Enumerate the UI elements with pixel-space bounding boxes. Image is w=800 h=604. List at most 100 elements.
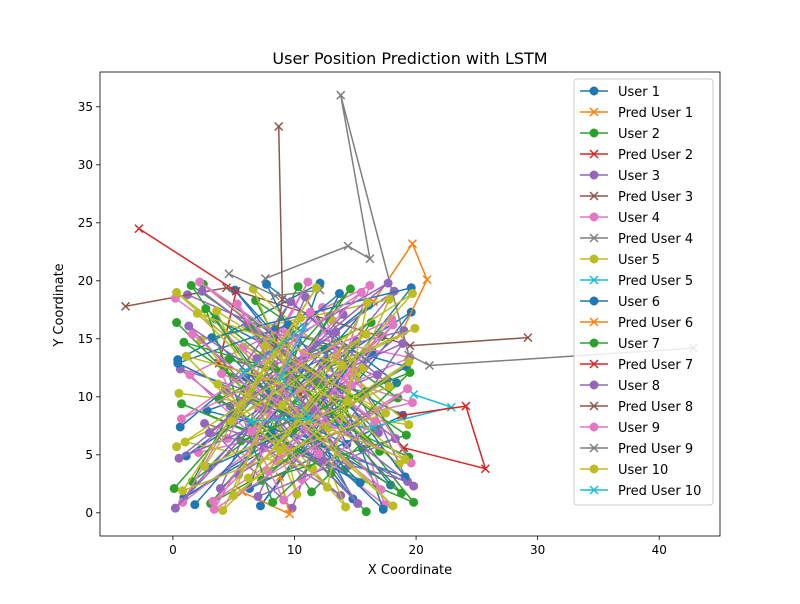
data-point (178, 497, 188, 507)
data-point (224, 269, 234, 279)
legend-label: Pred User 4 (618, 232, 693, 247)
legend-label: User 7 (618, 337, 660, 352)
data-point (296, 313, 306, 323)
legend-label: Pred User 2 (618, 148, 693, 163)
y-axis-label: Y Coordinate (52, 263, 67, 347)
data-point (334, 289, 344, 299)
data-point (407, 398, 417, 408)
data-point (404, 350, 414, 360)
data-point (381, 408, 391, 418)
data-point (201, 304, 211, 314)
legend: User 1 Pred User 1 User 2 Pred User 2 User 3… (573, 78, 714, 506)
data-point (204, 428, 214, 438)
legend-entry: User 2 (580, 127, 660, 142)
legend-marker (589, 422, 599, 432)
legend-label: User 4 (618, 211, 660, 226)
data-point (181, 351, 191, 361)
legend-entry: User 7 (580, 337, 660, 352)
legend-entry: Pred User 4 (580, 232, 693, 247)
data-point (405, 367, 415, 377)
data-point (356, 287, 366, 297)
legend-marker (589, 317, 599, 327)
data-point (353, 499, 363, 509)
x-axis-label: X Coordinate (368, 563, 452, 578)
series-user-10 (172, 283, 417, 511)
data-point (238, 367, 248, 377)
legend-entry: Pred User 3 (580, 190, 693, 205)
legend-label: User 5 (618, 253, 660, 268)
series-line (372, 242, 428, 336)
y-tick-label: 35 (78, 100, 93, 114)
legend-entry: Pred User 6 (580, 316, 693, 331)
data-point (218, 505, 228, 515)
legend-entry: Pred User 2 (580, 148, 693, 163)
data-point (480, 464, 490, 474)
data-point (446, 402, 456, 412)
data-point (404, 420, 414, 430)
data-point (215, 483, 225, 493)
data-point (285, 509, 295, 519)
series-pred-user-7 (396, 401, 490, 474)
legend-box (573, 78, 714, 506)
legend-entry: Pred User 5 (580, 274, 693, 289)
data-point (120, 301, 131, 311)
legend-entry: User 9 (580, 421, 660, 436)
data-point (187, 329, 197, 339)
data-point (176, 414, 186, 424)
data-point (362, 298, 372, 308)
data-point (343, 396, 353, 406)
data-point (299, 322, 309, 332)
legend-label: User 10 (618, 463, 668, 478)
legend-marker (589, 128, 599, 138)
legend-label: User 1 (618, 85, 660, 100)
legend-entry: User 5 (580, 253, 660, 268)
data-point (337, 360, 347, 370)
data-point (396, 488, 406, 498)
data-point (195, 277, 205, 287)
data-point (200, 418, 210, 428)
data-point (383, 278, 393, 288)
data-point (424, 360, 434, 371)
data-point (174, 453, 184, 463)
data-point (311, 283, 321, 293)
data-point (184, 321, 194, 331)
data-point (197, 286, 207, 296)
data-point (409, 481, 419, 491)
x-tick-label: 10 (287, 543, 302, 557)
y-tick-label: 10 (78, 390, 93, 404)
x-axis-ticks: 0 10 20 30 40 (169, 536, 667, 557)
data-point (232, 299, 242, 309)
data-point (305, 307, 315, 317)
legend-label: Pred User 9 (618, 442, 693, 457)
legend-entry: Pred User 8 (580, 400, 693, 415)
data-point (277, 294, 287, 304)
data-point (336, 90, 346, 100)
legend-label: Pred User 1 (618, 106, 693, 121)
legend-label: Pred User 8 (618, 400, 693, 415)
legend-label: Pred User 7 (618, 358, 693, 373)
data-point (212, 306, 222, 316)
y-tick-label: 20 (78, 274, 93, 288)
data-point (396, 410, 407, 420)
data-point (255, 501, 265, 511)
data-point (331, 327, 341, 337)
data-point (338, 309, 348, 319)
legend-label: User 6 (618, 295, 660, 310)
data-point (178, 486, 188, 496)
legend-marker (589, 338, 599, 348)
data-point (192, 308, 202, 318)
legend-marker (589, 170, 599, 180)
data-point (407, 289, 417, 299)
data-point (314, 449, 324, 459)
data-point (276, 372, 286, 382)
data-point (399, 443, 409, 453)
y-axis-ticks: 0 5 10 15 20 25 30 35 (78, 100, 100, 520)
data-point (200, 461, 210, 471)
data-point (172, 287, 182, 297)
data-point (384, 294, 394, 304)
legend-marker (589, 380, 599, 390)
data-point (170, 503, 180, 513)
y-tick-label: 0 (85, 506, 93, 520)
legend-label: User 2 (618, 127, 660, 142)
legend-marker (589, 443, 599, 453)
